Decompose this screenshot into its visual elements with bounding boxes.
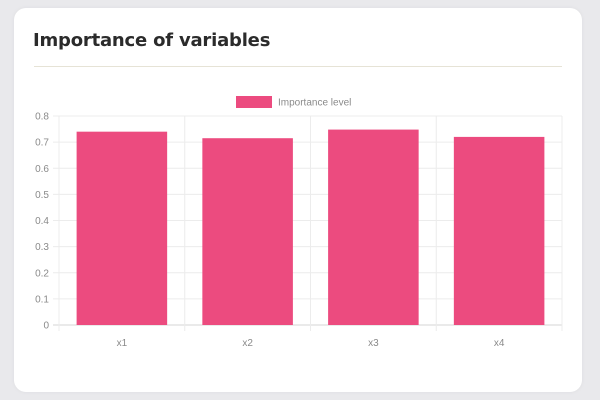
- y-tick-label: 0.3: [35, 242, 49, 253]
- x-axis-ticks: x1 x2 x3 x4: [117, 338, 505, 349]
- bar-x4[interactable]: [453, 136, 545, 325]
- bars: [76, 129, 545, 325]
- x-tick-label: x4: [494, 338, 505, 349]
- bar-x3[interactable]: [328, 129, 419, 325]
- y-axis-ticks: 0 0.1 0.2 0.3 0.4 0.5 0.6 0.7 0.8: [35, 112, 49, 332]
- y-tick-label: 0.4: [35, 216, 49, 227]
- y-tick-label: 0.6: [35, 164, 49, 175]
- x-tick-label: x2: [242, 338, 253, 349]
- y-tick-label: 0: [43, 321, 49, 332]
- title-divider: [34, 66, 562, 67]
- y-tick-label: 0.8: [35, 112, 49, 123]
- bar-x1[interactable]: [76, 131, 168, 325]
- legend-label[interactable]: Importance level: [278, 98, 351, 109]
- legend-swatch[interactable]: [236, 96, 272, 108]
- y-tick-label: 0.7: [35, 138, 49, 149]
- y-tick-label: 0.2: [35, 268, 49, 279]
- y-tick-label: 0.1: [35, 294, 49, 305]
- card-title: Importance of variables: [33, 30, 271, 51]
- bar-x2[interactable]: [202, 138, 293, 325]
- y-tick-label: 0.5: [35, 190, 49, 201]
- x-tick-label: x1: [117, 338, 128, 349]
- chart-card: Importance of variables 0 0.1 0.2 0.3 0.4 0.5…: [14, 8, 582, 392]
- importance-bar-chart: 0 0.1 0.2 0.3 0.4 0.5 0.6 0.7 0.8 x1 x2 x3 x4 Impor…: [35, 96, 563, 349]
- legend[interactable]: Importance level: [236, 96, 351, 109]
- x-tick-label: x3: [368, 338, 379, 349]
